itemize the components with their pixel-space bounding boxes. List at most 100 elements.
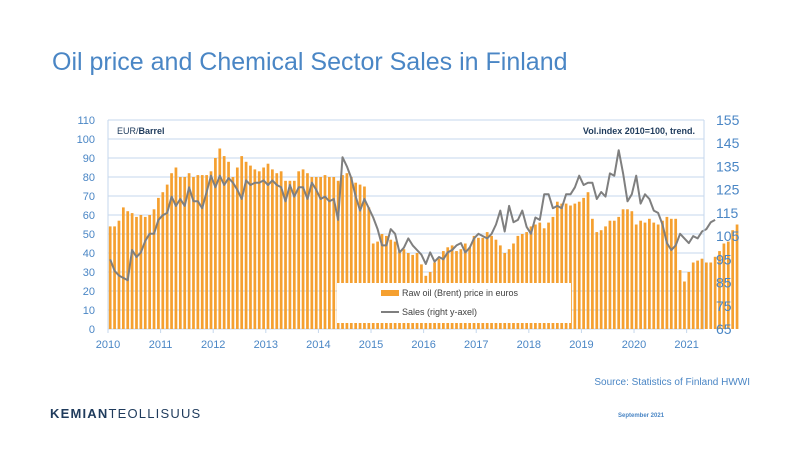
x-tick-label: 2020	[622, 339, 646, 351]
right-tick-label: 75	[716, 298, 732, 314]
left-tick-label: 10	[83, 305, 95, 317]
x-tick-label: 2013	[254, 339, 278, 351]
oil-price-bar	[292, 180, 296, 329]
oil-price-bar	[634, 224, 638, 329]
oil-price-bar	[560, 203, 564, 329]
oil-price-bar	[538, 222, 542, 329]
oil-price-bar	[165, 184, 169, 329]
oil-price-bar	[577, 201, 581, 329]
oil-price-bar	[187, 173, 191, 329]
oil-price-bar	[152, 209, 156, 329]
oil-price-bar	[525, 232, 528, 329]
oil-price-bar	[722, 243, 726, 329]
oil-price-bar	[731, 230, 735, 329]
oil-price-bar	[385, 235, 388, 329]
oil-price-bar	[626, 209, 629, 329]
left-axis-unit: EUR/Barrel	[117, 126, 165, 136]
legend-bar-label: Raw oil (Brent) price in euros	[402, 288, 519, 298]
oil-price-bar	[472, 235, 476, 329]
oil-price-bar	[630, 211, 634, 329]
oil-price-bar	[490, 235, 493, 329]
oil-price-bar	[534, 224, 537, 329]
x-tick-label: 2017	[464, 339, 488, 351]
oil-price-bar	[135, 216, 138, 329]
oil-price-bar	[639, 220, 642, 329]
x-tick-label: 2010	[96, 339, 120, 351]
oil-price-bar	[529, 226, 533, 329]
oil-price-bar	[516, 235, 520, 329]
oil-price-bar	[380, 234, 384, 329]
oil-price-bar	[178, 177, 182, 329]
right-axis: 65 75 85 95 105 115 125 135 145 155	[703, 112, 740, 337]
oil-price-bar	[319, 177, 322, 329]
logo: KEMIANTEOLLISUUS	[50, 406, 201, 421]
oil-price-bar	[726, 241, 730, 329]
x-tick-label: 2019	[569, 339, 593, 351]
left-tick-label: 60	[83, 210, 95, 222]
oil-price-bar	[569, 205, 572, 329]
right-tick-label: 155	[716, 112, 740, 128]
oil-price-bar	[332, 177, 336, 329]
oil-price-bar	[591, 218, 594, 329]
oil-price-bar	[253, 169, 257, 329]
legend-box	[337, 283, 571, 323]
oil-price-bar	[617, 216, 621, 329]
oil-price-bar	[161, 192, 165, 329]
oil-price-bar	[363, 186, 366, 329]
oil-price-bar	[271, 169, 274, 329]
oil-price-bar	[143, 216, 147, 329]
right-tick-label: 105	[716, 228, 740, 244]
x-tick-label: 2011	[149, 339, 173, 351]
oil-price-bar	[621, 209, 625, 329]
oil-price-bar	[249, 165, 252, 329]
legend: Raw oil (Brent) price in euros Sales (ri…	[337, 283, 571, 323]
oil-price-bar	[306, 173, 309, 329]
left-tick-label: 30	[83, 267, 95, 279]
right-tick-label: 125	[716, 182, 740, 198]
oil-price-bar	[209, 171, 213, 329]
oil-price-bar	[113, 226, 116, 329]
oil-price-bar	[126, 211, 130, 329]
oil-price-bar	[735, 224, 739, 329]
x-tick-label: 2016	[411, 339, 435, 351]
oil-price-bar	[652, 222, 656, 329]
oil-price-bar	[284, 180, 287, 329]
sales-line	[109, 149, 716, 282]
oil-price-bar	[231, 177, 235, 329]
left-tick-label: 100	[77, 134, 95, 146]
oil-price-bar	[222, 156, 226, 329]
oil-price-bar	[678, 270, 682, 329]
left-tick-label: 20	[83, 286, 95, 298]
oil-price-bar	[314, 177, 318, 329]
oil-price-bar	[674, 218, 678, 329]
oil-price-bar	[139, 215, 143, 329]
x-tick-label: 2015	[359, 339, 383, 351]
legend-bar-swatch	[381, 290, 399, 296]
logo-light-part: TEOLLISUUS	[108, 406, 202, 421]
oil-price-bar	[582, 197, 585, 329]
oil-price-bar	[200, 175, 204, 329]
right-tick-label: 95	[716, 251, 732, 267]
oil-price-bar	[547, 222, 550, 329]
left-axis: 0 10 20 30 40 50 60 70 80 90 100 110	[77, 115, 109, 336]
oil-price-bar	[336, 180, 340, 329]
oil-price-bar	[279, 171, 283, 329]
oil-price-bar	[599, 230, 603, 329]
left-tick-label: 70	[83, 191, 95, 203]
oil-price-bar	[700, 258, 704, 329]
oil-price-bar	[328, 177, 331, 329]
oil-price-bar	[367, 207, 371, 329]
left-tick-label: 40	[83, 248, 95, 260]
oil-price-bar	[542, 228, 546, 329]
right-tick-label: 145	[716, 135, 740, 151]
oil-price-bar	[656, 224, 660, 329]
legend-line-label: Sales (right y-axel)	[402, 307, 477, 317]
oil-price-bar	[683, 281, 686, 329]
oil-price-bar	[643, 222, 647, 329]
x-tick-label: 2012	[201, 339, 225, 351]
oil-price-bar	[301, 169, 305, 329]
oil-price-bar	[648, 218, 651, 329]
oil-price-bar	[709, 262, 713, 329]
oil-price-bar	[691, 262, 695, 329]
oil-price-bar	[192, 177, 195, 329]
